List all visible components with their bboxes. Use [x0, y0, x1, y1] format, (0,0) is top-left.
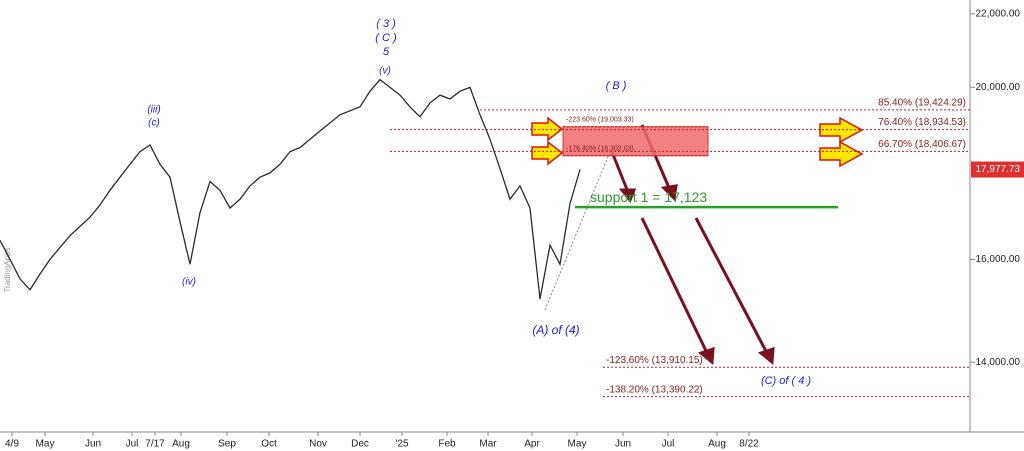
x-tick-label: Jul	[126, 439, 139, 450]
x-tick-label: 4/9	[5, 439, 19, 450]
last-price-badge	[971, 161, 1024, 178]
support-label: support 1 = 17,123	[590, 189, 707, 205]
x-tick-label: May	[36, 439, 55, 450]
y-tick-label: 22,000.00	[976, 9, 1021, 20]
x-tick-label: Nov	[309, 439, 327, 450]
fib-label: -223.60% (19,003.33)	[566, 117, 634, 124]
wave-label: ( C )	[375, 32, 397, 44]
guide-line	[544, 151, 611, 311]
x-tick-label: Oct	[261, 439, 277, 450]
fib-label: 76.40% (18,934.53)	[878, 117, 966, 128]
wave-label: (iii)	[147, 105, 160, 116]
x-tick-label: Dec	[351, 439, 369, 450]
x-tick-label: Aug	[172, 439, 190, 450]
fib-label: -176.40% (18,302.03)	[566, 146, 634, 153]
highlight-arrows	[531, 116, 864, 168]
y-tick-label: 14,000.00	[976, 357, 1021, 368]
arrows	[610, 124, 775, 365]
x-tick-label: Feb	[438, 439, 456, 450]
last-price-label: 17,977.73	[976, 164, 1021, 175]
wave-label: (A) of (4)	[532, 323, 579, 337]
wave-label: (v)	[379, 66, 391, 77]
x-tick-label: May	[568, 439, 587, 450]
x-tick-label: 8/22	[739, 439, 759, 450]
wave-label: (C) of ( 4 )	[761, 375, 811, 387]
x-tick-label: Apr	[524, 439, 540, 450]
x-tick-label: Jul	[662, 439, 675, 450]
x-tick-label: Sep	[218, 439, 236, 450]
fib-label: -123.60% (13,910.15)	[606, 355, 703, 366]
price-line	[0, 78, 581, 300]
x-tick-label: 7/17	[145, 439, 165, 450]
fib-label: 85.40% (19,424.29)	[878, 98, 966, 109]
x-tick-label: '25	[395, 439, 408, 450]
watermark: TradingApps	[3, 247, 12, 292]
x-tick-label: Aug	[708, 439, 726, 450]
wave-label: 5	[383, 46, 390, 58]
wave-label: (c)	[148, 118, 160, 129]
x-tick-label: Mar	[479, 439, 497, 450]
x-tick-label: Jun	[85, 439, 101, 450]
y-tick-label: 16,000.00	[976, 254, 1021, 265]
x-tick-label: Jun	[615, 439, 631, 450]
wave-label: (iv)	[182, 277, 196, 288]
wave-label: ( B )	[606, 80, 627, 92]
fib-label: -138.20% (13,390.22)	[606, 384, 703, 395]
fib-label: 66.70% (18,406.67)	[878, 139, 966, 150]
y-tick-label: 20,000.00	[976, 82, 1021, 93]
wave-label: ( 3 )	[376, 18, 396, 30]
